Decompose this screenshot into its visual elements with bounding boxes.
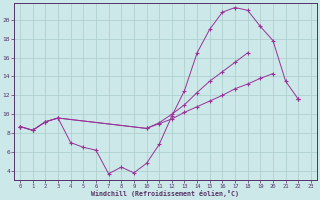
- X-axis label: Windchill (Refroidissement éolien,°C): Windchill (Refroidissement éolien,°C): [92, 190, 239, 197]
